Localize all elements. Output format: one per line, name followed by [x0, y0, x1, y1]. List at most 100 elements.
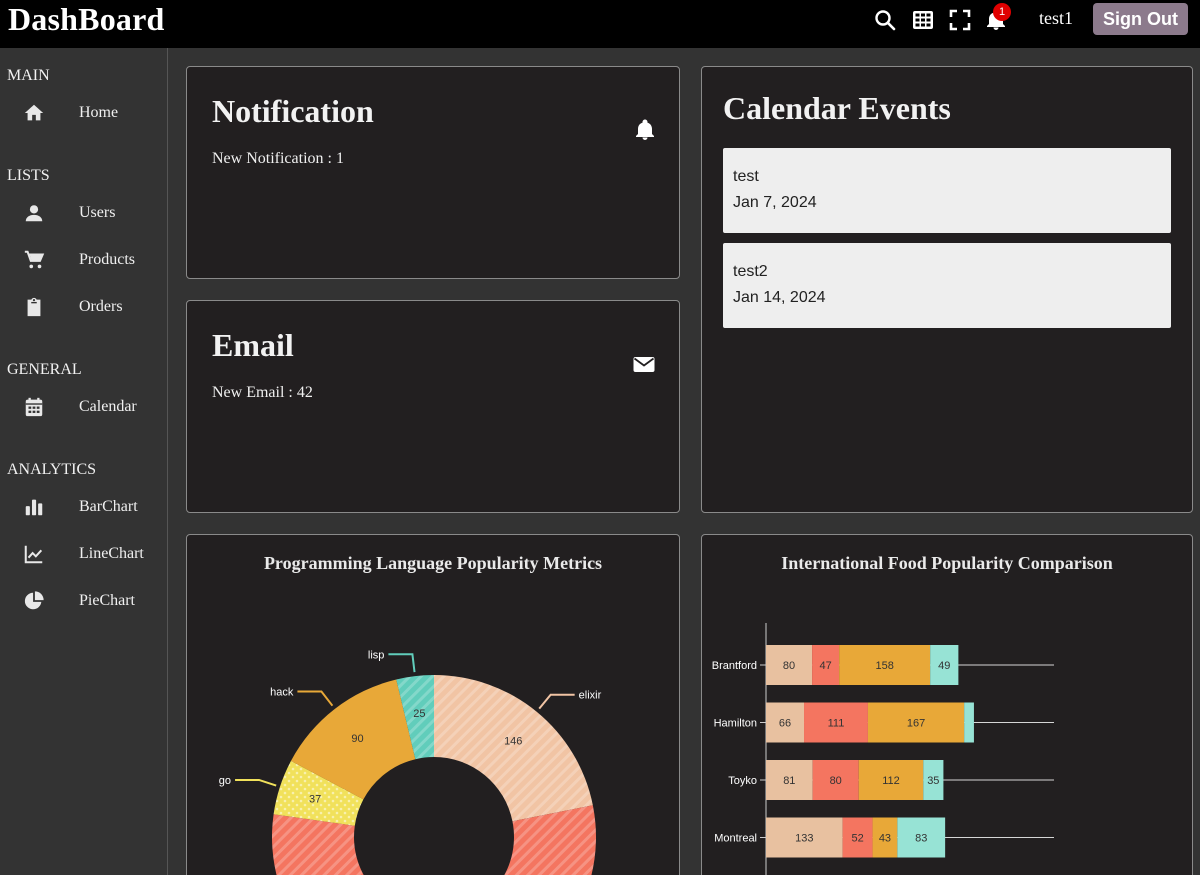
sign-out-button[interactable]: Sign Out	[1093, 3, 1188, 35]
slice-link-line	[388, 653, 416, 673]
bar-chart-title: International Food Popularity Comparison	[781, 553, 1113, 573]
bar-value-label: 35	[927, 775, 939, 787]
bar-segment[interactable]	[858, 760, 924, 800]
sidebar-item-linechart[interactable]: LineChart	[0, 538, 168, 572]
cart-icon	[23, 249, 45, 271]
bell-icon	[633, 118, 657, 142]
sidebar-item-label: BarChart	[79, 498, 138, 515]
slice-link-line	[235, 778, 277, 787]
pie-chart-title: Programming Language Popularity Metrics	[263, 553, 603, 573]
event-date: Jan 14, 2024	[733, 289, 826, 306]
sidebar: MAIN Home LISTS Users Products Orders GE…	[0, 48, 168, 875]
sidebar-item-label: Orders	[79, 298, 123, 315]
bar-value-label: 133	[795, 833, 813, 845]
line-chart-icon	[23, 543, 45, 565]
sidebar-item-piechart[interactable]: PieChart	[0, 585, 168, 619]
bar-segment[interactable]	[839, 645, 931, 685]
category-label: Brantford	[712, 660, 757, 672]
section-title-general: GENERAL	[7, 361, 82, 378]
notification-badge: 1	[993, 3, 1011, 21]
notification-title: Notification	[212, 93, 374, 129]
sidebar-item-products[interactable]: Products	[0, 244, 168, 278]
pie-slice[interactable]	[434, 675, 593, 822]
sidebar-item-label: Products	[79, 251, 135, 268]
bar-value-label: 158	[875, 660, 893, 672]
bar-segment[interactable]	[766, 702, 805, 743]
slice-value-label: 146	[504, 735, 522, 747]
bar-segment[interactable]	[766, 760, 813, 800]
clipboard-icon	[23, 296, 45, 318]
bar-segment[interactable]	[766, 817, 843, 858]
pie-slice[interactable]	[273, 760, 364, 826]
section-title-lists: LISTS	[7, 167, 50, 184]
bar-value-label: 80	[783, 660, 795, 672]
category-label: Hamilton	[714, 718, 757, 730]
calendar-event-item[interactable]: test Jan 7, 2024	[723, 148, 1171, 233]
bar-value-label: 52	[851, 833, 863, 845]
bar-value-label: 43	[879, 833, 891, 845]
section-title-analytics: ANALYTICS	[7, 461, 97, 478]
bar-value-label: 111	[828, 718, 845, 730]
notification-count-text: New Notification : 1	[212, 150, 344, 167]
slice-value-label: 90	[351, 733, 363, 745]
sidebar-item-barchart[interactable]: BarChart	[0, 491, 168, 525]
pie-slice[interactable]	[431, 805, 596, 875]
bar-segment[interactable]	[766, 645, 813, 685]
section-title-main: MAIN	[7, 67, 50, 84]
search-icon[interactable]	[873, 8, 897, 32]
slice-name-label: elixir	[579, 690, 602, 702]
slice-link-line	[297, 690, 334, 707]
email-title: Email	[212, 327, 294, 363]
brand-title[interactable]: DashBoard	[8, 1, 165, 37]
slice-link-line	[538, 693, 575, 710]
calendar-events-title: Calendar Events	[723, 90, 951, 126]
username: test1	[1039, 8, 1073, 28]
bar-value-label: 49	[938, 660, 950, 672]
category-label: Toyko	[728, 775, 757, 787]
slice-name-label: go	[219, 775, 231, 787]
bar-value-label: 112	[882, 775, 900, 787]
calendar-icon	[23, 396, 45, 418]
bar-value-label: 81	[783, 775, 795, 787]
bar-segment[interactable]	[812, 760, 859, 800]
user-icon	[23, 202, 45, 224]
slice-value-label: 37	[309, 793, 321, 805]
bar-chart-card: International Food Popularity Comparison…	[701, 534, 1193, 875]
pie-chart-icon	[23, 590, 45, 612]
pie-chart: 146elixir19018037go90hack25lisp	[219, 649, 602, 875]
pie-slice[interactable]	[396, 675, 434, 760]
bar-segment[interactable]	[872, 817, 898, 858]
bar-value-label: 80	[830, 775, 842, 787]
bar-segment[interactable]	[867, 702, 965, 743]
bar-segment[interactable]	[842, 817, 873, 858]
fullscreen-icon[interactable]	[948, 8, 972, 32]
bar-segment[interactable]	[930, 645, 959, 685]
bar-segment[interactable]	[964, 702, 974, 743]
sidebar-item-home[interactable]: Home	[0, 97, 168, 131]
slice-name-label: hack	[270, 686, 294, 698]
bar-value-label: 83	[915, 833, 927, 845]
bar-segment[interactable]	[897, 817, 946, 858]
pie-slice[interactable]	[272, 814, 432, 875]
calendar-event-item[interactable]: test2 Jan 14, 2024	[723, 243, 1171, 328]
bar-segment[interactable]	[804, 702, 868, 743]
bar-segment[interactable]	[923, 760, 944, 800]
slice-name-label: lisp	[368, 649, 385, 661]
sidebar-item-users[interactable]: Users	[0, 197, 168, 231]
sidebar-item-label: Users	[79, 204, 116, 221]
event-date: Jan 7, 2024	[733, 194, 817, 211]
sidebar-item-label: PieChart	[79, 592, 135, 609]
sidebar-item-label: Home	[79, 104, 119, 121]
top-bar: DashBoard 1 test1 Sign Out	[0, 0, 1200, 48]
bar-segment[interactable]	[812, 645, 840, 685]
pie-slice[interactable]	[290, 679, 416, 800]
sidebar-item-orders[interactable]: Orders	[0, 291, 168, 325]
category-label: Montreal	[714, 833, 757, 845]
event-name: test	[733, 168, 759, 185]
grid-icon[interactable]	[911, 8, 935, 32]
sidebar-item-calendar[interactable]: Calendar	[0, 391, 168, 425]
envelope-icon	[632, 352, 656, 376]
bar-value-label: 167	[907, 718, 925, 730]
pie-chart-card: Programming Language Popularity Metrics …	[186, 534, 680, 875]
bar-chart-icon	[23, 496, 45, 518]
